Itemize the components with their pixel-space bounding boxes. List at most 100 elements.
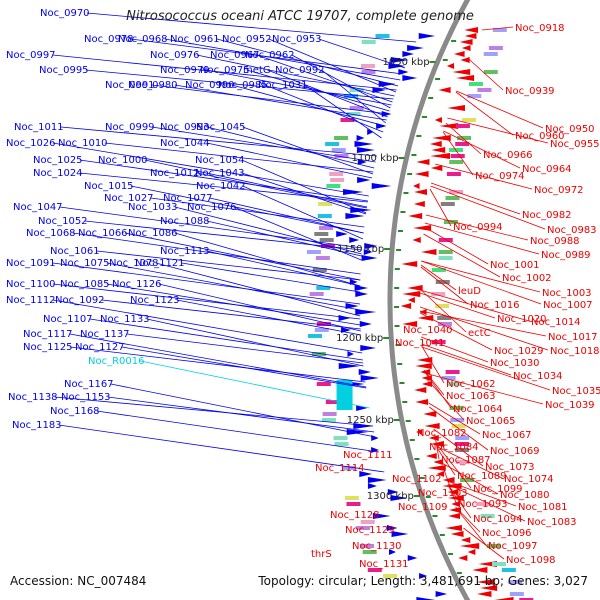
gene-label-reverse[interactable]: Noc_1080 xyxy=(500,490,550,501)
gene-label-reverse[interactable]: Noc_1131 xyxy=(359,559,409,570)
gene-label-reverse[interactable]: Noc_1084 xyxy=(429,442,479,453)
gene-label-reverse[interactable]: Noc_0955 xyxy=(550,139,600,150)
gene-label-forward[interactable]: Noc_1113 xyxy=(160,246,210,257)
gene-label-reverse[interactable]: Noc_0918 xyxy=(515,23,565,34)
gene-label-forward[interactable]: Noc_1024 xyxy=(33,168,83,179)
gene-label-forward[interactable]: Noc_0979 xyxy=(160,65,210,76)
gene-label-forward[interactable]: Noc_1126 xyxy=(112,279,162,290)
gene-label-forward[interactable]: Noc_1012 xyxy=(150,168,200,179)
gene-label-forward[interactable]: Noc_0970 xyxy=(40,8,90,19)
gene-label-reverse[interactable]: Noc_0972 xyxy=(534,185,584,196)
gene-label-forward[interactable]: Noc_0990 xyxy=(185,80,235,91)
gene-label-forward[interactable]: Noc_1076 xyxy=(187,202,237,213)
gene-label-reverse[interactable]: Noc_1040 xyxy=(403,325,453,336)
gene-label-forward[interactable]: Noc_1045 xyxy=(196,122,246,133)
gene-label-forward[interactable]: Noc_1167 xyxy=(64,379,114,390)
gene-label-forward[interactable]: Noc_1011 xyxy=(14,122,64,133)
gene-label-forward[interactable]: Noc_R0016 xyxy=(88,356,145,367)
gene-label-reverse[interactable]: Noc_1074 xyxy=(504,474,554,485)
gene-label-forward[interactable]: Noc_1117 xyxy=(23,329,73,340)
gene-label-forward[interactable]: Noc_0992 xyxy=(275,65,325,76)
gene-label-reverse[interactable]: Noc_1094 xyxy=(473,514,523,525)
gene-label-forward[interactable]: Noc_1042 xyxy=(196,181,246,192)
gene-label-reverse[interactable]: Noc_1002 xyxy=(502,273,552,284)
gene-label-reverse[interactable]: Noc_1020 xyxy=(497,314,547,325)
gene-label-forward[interactable]: Noc_1047 xyxy=(13,202,63,213)
gene-label-forward[interactable]: Noc_1183 xyxy=(12,420,62,431)
gene-label-reverse[interactable]: Noc_1083 xyxy=(527,517,577,528)
gene-label-forward[interactable]: Noc_0978 xyxy=(84,34,134,45)
gene-label-reverse[interactable]: Noc_1041 xyxy=(395,338,445,349)
gene-label-reverse[interactable]: Noc_1114 xyxy=(315,463,365,474)
gene-label-reverse[interactable]: Noc_0974 xyxy=(475,171,525,182)
gene-label-reverse[interactable]: Noc_0988 xyxy=(530,236,580,247)
gene-label-reverse[interactable]: Noc_1017 xyxy=(548,332,598,343)
gene-label-reverse[interactable]: Noc_0989 xyxy=(541,250,591,261)
gene-label-forward[interactable]: Noc_1015 xyxy=(84,181,134,192)
gene-label-forward[interactable]: Noc_1085 xyxy=(60,279,110,290)
gene-label-reverse[interactable]: Noc_1087 xyxy=(441,455,491,466)
gene-label-forward[interactable]: Noc_1026 xyxy=(6,138,56,149)
gene-label-forward[interactable]: Noc_1123 xyxy=(130,295,180,306)
gene-label-forward[interactable]: Noc_1025 xyxy=(33,155,83,166)
gene-label-forward[interactable]: Noc_1091 xyxy=(6,258,56,269)
gene-label-forward[interactable]: Noc_1054 xyxy=(195,155,245,166)
gene-label-reverse[interactable]: Noc_1067 xyxy=(482,430,532,441)
gene-label-forward[interactable]: Noc_0962 xyxy=(245,50,295,61)
gene-label-forward[interactable]: Noc_0967 xyxy=(210,50,260,61)
gene-label-reverse[interactable]: Noc_1097 xyxy=(488,541,538,552)
gene-label-forward[interactable]: Noc_0976 xyxy=(150,50,200,61)
gene-label-reverse[interactable]: Noc_1064 xyxy=(453,404,503,415)
gene-label-forward[interactable]: Noc_1061 xyxy=(50,246,100,257)
gene-label-forward[interactable]: Noc_1168 xyxy=(50,406,100,417)
gene-label-forward[interactable]: Noc_1092 xyxy=(55,295,105,306)
gene-label-forward[interactable]: Noc_1112 xyxy=(6,295,56,306)
gene-label-reverse[interactable]: Noc_1014 xyxy=(531,317,581,328)
gene-label-forward[interactable]: Noc_0961 xyxy=(170,34,220,45)
gene-label-reverse[interactable]: Noc_1035 xyxy=(552,386,600,397)
gene-label-forward[interactable]: Noc_1107 xyxy=(43,314,93,325)
gene-label-reverse[interactable]: Noc_1065 xyxy=(466,416,516,427)
gene-label-forward[interactable]: Noc_1121 xyxy=(135,258,185,269)
gene-label-forward[interactable]: Noc_1127 xyxy=(75,342,125,353)
gene-label-forward[interactable]: Noc_1066 xyxy=(78,228,128,239)
gene-label-forward[interactable]: Noc_0980 xyxy=(128,80,178,91)
gene-label-reverse[interactable]: Noc_0950 xyxy=(545,124,595,135)
gene-label-reverse[interactable]: Noc_1007 xyxy=(543,300,593,311)
gene-label-reverse[interactable]: thrS xyxy=(311,549,332,560)
gene-label-forward[interactable]: Noc_1086 xyxy=(128,228,178,239)
gene-label-forward[interactable]: Noc_1137 xyxy=(80,329,130,340)
gene-label-reverse[interactable]: Noc_0994 xyxy=(453,222,503,233)
gene-label-forward[interactable]: Noc_1078 xyxy=(109,258,159,269)
gene-label-reverse[interactable]: Noc_1089 xyxy=(457,471,507,482)
gene-label-reverse[interactable]: Noc_1030 xyxy=(490,358,540,369)
gene-label-forward[interactable]: metG xyxy=(243,65,271,76)
gene-label-forward[interactable]: Noc_1088 xyxy=(160,216,210,227)
gene-label-reverse[interactable]: Noc_1129 xyxy=(345,525,395,536)
gene-label-forward[interactable]: Noc_1153 xyxy=(61,392,111,403)
gene-label-forward[interactable]: Noc_1125 xyxy=(23,342,73,353)
gene-label-forward[interactable]: Noc_1044 xyxy=(160,138,210,149)
gene-label-forward[interactable]: Noc_0975 xyxy=(200,65,250,76)
gene-label-reverse[interactable]: ectC xyxy=(468,328,491,339)
gene-label-reverse[interactable]: Noc_0983 xyxy=(547,225,597,236)
gene-label-reverse[interactable]: Noc_1093 xyxy=(458,499,508,510)
gene-label-forward[interactable]: Noc_1043 xyxy=(195,168,245,179)
gene-label-reverse[interactable]: Noc_1082 xyxy=(417,428,467,439)
gene-label-forward[interactable]: Noc_1031 xyxy=(258,80,308,91)
gene-label-forward[interactable]: Noc_0985 xyxy=(218,80,268,91)
gene-label-forward[interactable]: Noc_1138 xyxy=(8,392,58,403)
gene-label-reverse[interactable]: Noc_1128 xyxy=(330,510,380,521)
gene-label-reverse[interactable]: Noc_1039 xyxy=(545,400,595,411)
gene-label-forward[interactable]: Noc_0999 xyxy=(105,122,155,133)
gene-label-reverse[interactable]: Noc_1081 xyxy=(518,502,568,513)
gene-label-reverse[interactable]: Noc_1001 xyxy=(490,260,540,271)
gene-label-forward[interactable]: Noc_1077 xyxy=(163,193,213,204)
gene-label-reverse[interactable]: Noc_1034 xyxy=(513,371,563,382)
gene-label-reverse[interactable]: Noc_0982 xyxy=(522,210,572,221)
gene-label-reverse[interactable]: Noc_1111 xyxy=(343,450,393,461)
gene-label-forward[interactable]: Noc_1010 xyxy=(58,138,108,149)
gene-label-forward[interactable]: Noc_1100 xyxy=(6,279,56,290)
gene-label-reverse[interactable]: Noc_0960 xyxy=(515,131,565,142)
gene-label-reverse[interactable]: Noc_0966 xyxy=(483,150,533,161)
